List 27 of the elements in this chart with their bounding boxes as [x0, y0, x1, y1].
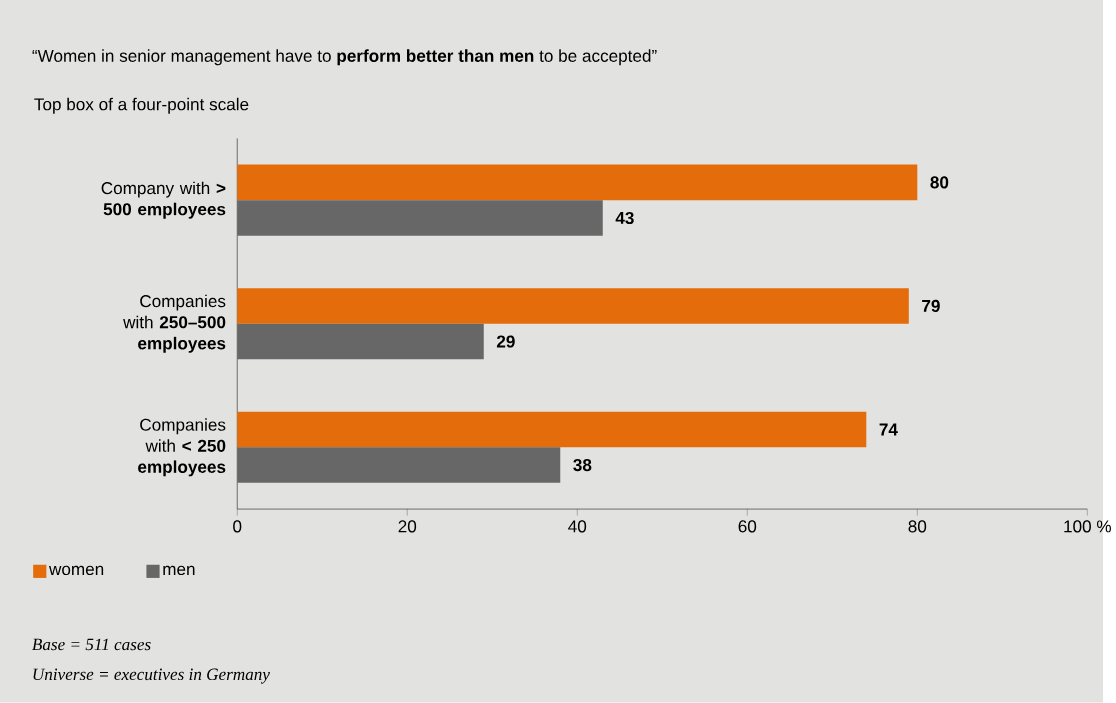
chart-subtitle: Top box of a four-point scale [34, 97, 249, 114]
data-label: 29 [496, 335, 515, 348]
bar [237, 447, 561, 483]
legend-label: men [163, 565, 195, 576]
x-tick-label: 40 [568, 520, 587, 533]
chart-title: “Women in senior management have to perform better than men to be accepted” [32, 49, 657, 66]
text: Base = 511 cases [32, 638, 151, 651]
x-tick-label: 60 [738, 520, 757, 533]
x-tick-label: 20 [398, 520, 417, 533]
x-tick-label: 80 [908, 520, 927, 533]
bar [237, 411, 867, 448]
y-tick-label: Company with > 500 employees [101, 181, 226, 219]
data-label: 80 [930, 176, 949, 189]
bar [237, 164, 918, 201]
y-tick-label: Companies with 250–500 employees [123, 294, 226, 353]
bar [237, 200, 603, 236]
x-tick-label: 0 [233, 520, 242, 533]
data-label: 79 [922, 299, 940, 313]
data-label: 43 [615, 211, 634, 225]
text: Universe = executives in Germany [33, 668, 270, 684]
data-label: 74 [879, 423, 898, 436]
x-tick-label: 100 % [1064, 520, 1111, 533]
bar [237, 323, 484, 360]
y-tick-label: Companies with < 250 employees [138, 418, 226, 477]
data-label: 38 [573, 459, 592, 472]
bar [237, 288, 909, 324]
legend-label: women [48, 565, 104, 576]
